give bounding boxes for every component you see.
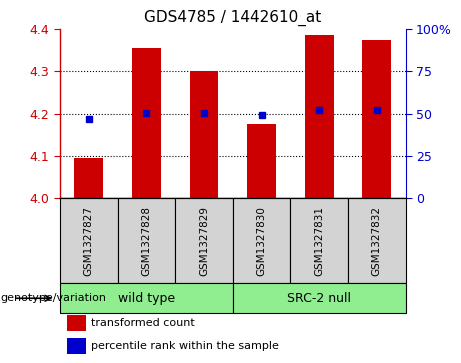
Bar	[118, 199, 175, 283]
Text: transformed count: transformed count	[91, 318, 195, 328]
Bar	[348, 199, 406, 283]
Text: GSM1327829: GSM1327829	[199, 206, 209, 276]
Text: wild type: wild type	[118, 292, 175, 305]
Text: GSM1327830: GSM1327830	[257, 206, 266, 276]
Bar	[362, 40, 391, 199]
Bar	[132, 48, 161, 199]
Bar	[175, 199, 233, 283]
Bar	[67, 338, 86, 354]
Bar	[290, 199, 348, 283]
Bar	[233, 283, 406, 313]
Bar	[74, 158, 103, 199]
Bar	[189, 72, 219, 199]
Title: GDS4785 / 1442610_at: GDS4785 / 1442610_at	[144, 10, 321, 26]
Text: GSM1327832: GSM1327832	[372, 206, 382, 276]
Text: percentile rank within the sample: percentile rank within the sample	[91, 340, 279, 351]
Text: SRC-2 null: SRC-2 null	[287, 292, 351, 305]
Bar	[247, 125, 276, 199]
Bar	[60, 283, 233, 313]
Bar	[233, 199, 290, 283]
Text: genotype/variation: genotype/variation	[0, 293, 106, 303]
Bar	[305, 36, 334, 199]
Text: GSM1327828: GSM1327828	[142, 206, 151, 276]
Bar	[60, 199, 118, 283]
Text: GSM1327827: GSM1327827	[84, 206, 94, 276]
Text: GSM1327831: GSM1327831	[314, 206, 324, 276]
Bar	[67, 315, 86, 331]
